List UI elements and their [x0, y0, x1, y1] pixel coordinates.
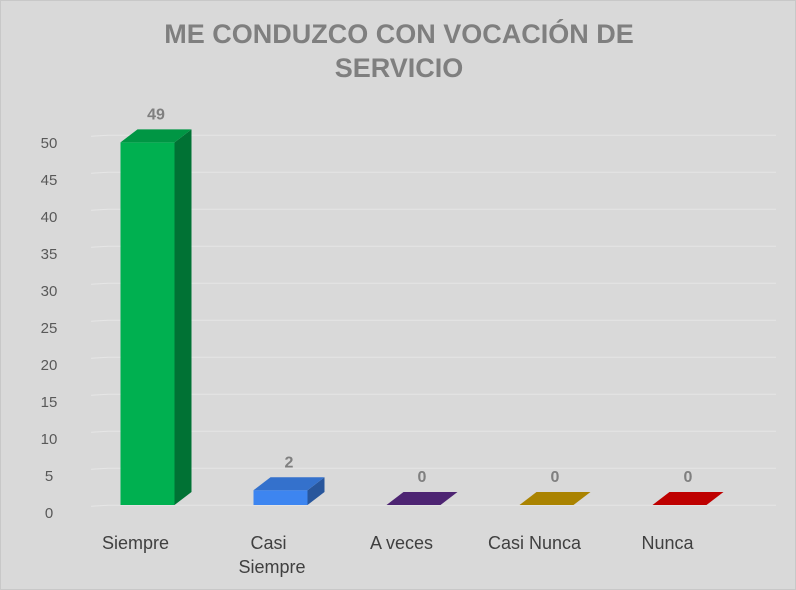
value-label: 0	[684, 469, 693, 486]
value-label: 49	[147, 107, 165, 124]
bar-top	[652, 492, 724, 505]
bar-top	[386, 492, 458, 505]
grid-line	[90, 245, 776, 248]
bar	[519, 492, 591, 505]
x-tick-label: Casi Nunca	[487, 533, 582, 553]
grid-line	[90, 171, 776, 174]
bar-top	[519, 492, 591, 505]
y-tick-label: 30	[41, 283, 58, 300]
y-tick-label: 20	[41, 357, 58, 374]
y-tick-label: 5	[45, 468, 53, 485]
grid-line	[90, 319, 776, 322]
x-tick-label: Nunca	[641, 533, 694, 553]
x-tick-label: Casi Siempre	[238, 533, 306, 577]
bar-side	[174, 129, 192, 505]
grid-line	[90, 504, 776, 507]
bar-front	[120, 142, 175, 505]
y-tick-label: 40	[41, 209, 58, 226]
grid-line	[90, 208, 776, 211]
y-tick-label: 35	[41, 246, 58, 263]
bar	[386, 492, 458, 505]
x-tick-label: A veces	[369, 533, 434, 553]
bar-top	[253, 477, 325, 491]
x-tick-label: Siempre	[101, 533, 170, 553]
bar-front	[253, 490, 308, 505]
bar	[120, 129, 192, 505]
bar	[652, 492, 724, 505]
value-label: 2	[285, 454, 294, 471]
y-tick-label: 45	[41, 172, 58, 189]
y-tick-label: 15	[41, 394, 58, 411]
y-tick-label: 0	[45, 505, 53, 522]
bar-top	[120, 129, 192, 143]
y-tick-label: 25	[41, 320, 58, 337]
value-label: 0	[418, 469, 427, 486]
y-tick-label: 50	[41, 135, 58, 152]
bar-side	[307, 477, 325, 505]
grid-line	[90, 393, 776, 396]
bar	[253, 477, 325, 505]
chart-title: ME CONDUZCO CON VOCACIÓN DE SERVICIO	[164, 19, 634, 83]
grid-line	[90, 282, 776, 285]
y-tick-label: 10	[41, 431, 58, 448]
grid-line	[90, 134, 776, 137]
grid-line	[90, 430, 776, 433]
grid-line	[90, 356, 776, 359]
value-label: 0	[551, 469, 560, 486]
grid-line	[90, 467, 776, 470]
